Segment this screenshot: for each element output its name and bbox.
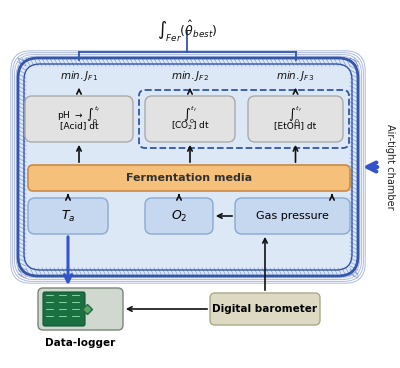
Text: Fermentation media: Fermentation media — [126, 173, 252, 183]
Text: $min.J_{F1}$: $min.J_{F1}$ — [60, 69, 98, 83]
Text: $T_a$: $T_a$ — [61, 208, 75, 223]
FancyBboxPatch shape — [145, 198, 213, 234]
Text: Data-logger: Data-logger — [45, 338, 116, 348]
FancyBboxPatch shape — [28, 165, 350, 191]
Text: [CO$_2$] dt: [CO$_2$] dt — [171, 120, 209, 132]
Text: $min.J_{F2}$: $min.J_{F2}$ — [171, 69, 209, 83]
Text: $\int_{Fer}(\hat{\theta}_{best})$: $\int_{Fer}(\hat{\theta}_{best})$ — [157, 18, 218, 44]
Text: Digital barometer: Digital barometer — [212, 304, 318, 314]
Text: $\int_0^{t_f}$: $\int_0^{t_f}$ — [183, 104, 197, 126]
FancyBboxPatch shape — [210, 293, 320, 325]
Text: Gas pressure: Gas pressure — [256, 211, 329, 221]
FancyBboxPatch shape — [235, 198, 350, 234]
Text: Air-tight chamber: Air-tight chamber — [385, 124, 395, 210]
FancyBboxPatch shape — [24, 64, 352, 270]
Text: [Acid] dt: [Acid] dt — [60, 121, 98, 131]
Text: $O_2$: $O_2$ — [171, 208, 187, 223]
Text: pH $\rightarrow$ $\int_0^{t_f}$: pH $\rightarrow$ $\int_0^{t_f}$ — [57, 104, 101, 126]
Text: $\int_0^{t_f}$: $\int_0^{t_f}$ — [288, 104, 303, 126]
Text: [EtOH] dt: [EtOH] dt — [274, 121, 317, 131]
FancyBboxPatch shape — [145, 96, 235, 142]
FancyBboxPatch shape — [28, 198, 108, 234]
FancyBboxPatch shape — [25, 96, 133, 142]
FancyBboxPatch shape — [43, 292, 85, 326]
FancyBboxPatch shape — [248, 96, 343, 142]
FancyBboxPatch shape — [18, 58, 358, 276]
Text: $min.J_{F3}$: $min.J_{F3}$ — [276, 69, 314, 83]
FancyBboxPatch shape — [38, 288, 123, 330]
